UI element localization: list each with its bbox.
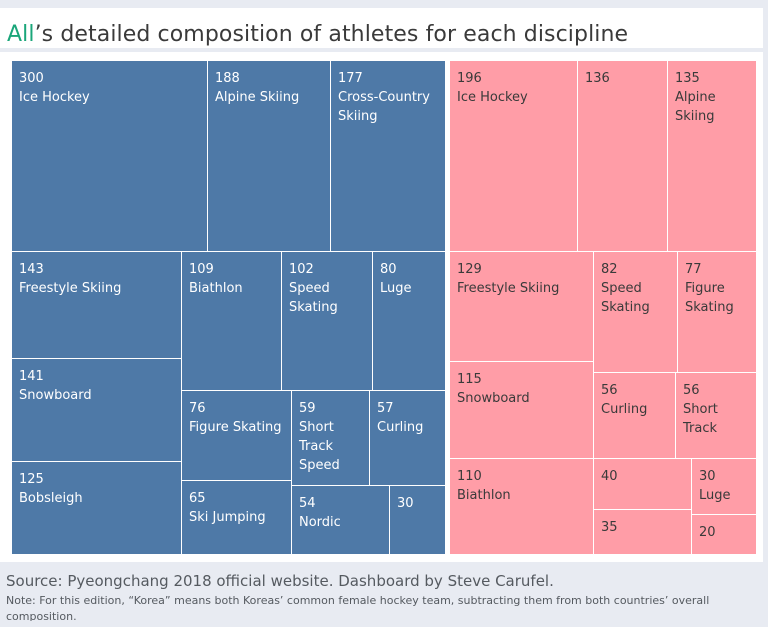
tile-value: 30 [397, 496, 414, 511]
tile-label: Alpine Skiing [215, 90, 300, 105]
chart-title: All’s detailed composition of athletes f… [7, 22, 628, 47]
treemap-tile[interactable]: 129 Freestyle Skiing [450, 252, 594, 362]
treemap-tile[interactable]: 40 [594, 459, 692, 510]
tile-value: 20 [699, 525, 716, 540]
treemap-tile[interactable]: 135 Alpine Skiing [668, 61, 757, 252]
treemap-tile[interactable]: 82 Speed Skating [594, 252, 678, 373]
treemap-tile[interactable]: 35 [594, 510, 692, 555]
tile-value: 77 [685, 262, 702, 277]
treemap-tile[interactable]: 57 Curling [370, 391, 446, 486]
treemap-tile[interactable]: 54 Nordic [292, 486, 390, 555]
tile-value: 136 [585, 71, 610, 86]
treemap-tile[interactable]: 59 Short Track Speed [292, 391, 370, 486]
tile-value: 135 [675, 71, 700, 86]
tile-label: Freestyle Skiing [19, 281, 122, 296]
tile-label: Bobsleigh [19, 491, 83, 506]
tile-label: Speed Skating [601, 281, 650, 315]
note-text: Note: For this edition, “Korea” means bo… [6, 594, 710, 621]
treemap-tile[interactable]: 76 Figure Skating [182, 391, 292, 481]
treemap-tile[interactable]: 20 [692, 515, 757, 555]
tile-label: Luge [380, 281, 412, 296]
tile-value: 102 [289, 262, 314, 277]
treemap-tile[interactable]: 115 Snowboard [450, 362, 594, 459]
title-highlight: All [7, 22, 35, 47]
tile-label: Nordic [299, 515, 341, 530]
title-bar: All’s detailed composition of athletes f… [0, 8, 763, 48]
tile-value: 56 [683, 383, 700, 398]
source-text: Source: Pyeongchang 2018 official websit… [6, 572, 554, 590]
tile-label: Figure Skating [685, 281, 734, 315]
tile-label: Speed Skating [289, 281, 338, 315]
tile-label: Snowboard [19, 388, 92, 403]
tile-value: 110 [457, 469, 482, 484]
tile-label: Curling [377, 420, 424, 435]
tile-value: 129 [457, 262, 482, 277]
treemap-tile[interactable]: 143 Freestyle Skiing [12, 252, 182, 359]
treemap-tile[interactable]: 77 Figure Skating [678, 252, 757, 373]
treemap-tile[interactable]: 30 [390, 486, 446, 555]
tile-value: 300 [19, 71, 44, 86]
tile-value: 80 [380, 262, 397, 277]
treemap-tile[interactable]: 125 Bobsleigh [12, 462, 182, 555]
tile-value: 40 [601, 469, 618, 484]
treemap-tile[interactable]: 56 Short Track [676, 373, 757, 459]
tile-label: Freestyle Skiing [457, 281, 560, 296]
tile-label: Cross-Country Skiing [338, 90, 430, 124]
treemap-tile[interactable]: 110 Biathlon [450, 459, 594, 555]
treemap-tile[interactable]: 30 Luge [692, 459, 757, 515]
tile-value: 56 [601, 383, 618, 398]
tile-value: 59 [299, 401, 316, 416]
treemap-tile[interactable]: 300 Ice Hockey [12, 61, 208, 252]
tile-label: Figure Skating [189, 420, 282, 435]
treemap-tile[interactable]: 65 Ski Jumping [182, 481, 292, 555]
tile-value: 30 [699, 469, 716, 484]
tile-value: 35 [601, 520, 618, 535]
treemap-tile[interactable]: 196 Ice Hockey [450, 61, 578, 252]
tile-label: Short Track [683, 402, 718, 436]
treemap-tile[interactable]: 56 Curling [594, 373, 676, 459]
treemap-panel: 300 Ice Hockey 188 Alpine Skiing 177 Cross-Co… [0, 52, 763, 562]
tile-value: 109 [189, 262, 214, 277]
tile-value: 177 [338, 71, 363, 86]
tile-value: 65 [189, 491, 206, 506]
tile-value: 196 [457, 71, 482, 86]
tile-value: 141 [19, 369, 44, 384]
tile-label: Luge [699, 488, 731, 503]
tile-value: 188 [215, 71, 240, 86]
tile-label: Curling [601, 402, 648, 417]
treemap-tile[interactable]: 141 Snowboard [12, 359, 182, 462]
tile-label: Ice Hockey [457, 90, 528, 105]
tile-value: 76 [189, 401, 206, 416]
tile-value: 54 [299, 496, 316, 511]
tile-label: Biathlon [457, 488, 511, 503]
tile-value: 125 [19, 472, 44, 487]
tile-value: 115 [457, 372, 482, 387]
treemap-tile[interactable]: 109 Biathlon [182, 252, 282, 391]
tile-value: 57 [377, 401, 394, 416]
tile-label: Short Track Speed [299, 420, 340, 473]
treemap-tile[interactable]: 188 Alpine Skiing [208, 61, 331, 252]
tile-value: 82 [601, 262, 618, 277]
treemap-tile[interactable]: 80 Luge [373, 252, 446, 391]
title-text: ’s detailed composition of athletes for … [34, 22, 629, 47]
tile-label: Ski Jumping [189, 510, 266, 525]
tile-label: Ice Hockey [19, 90, 90, 105]
treemap-tile[interactable]: 177 Cross-Country Skiing [331, 61, 446, 252]
treemap-tile[interactable]: 136 [578, 61, 668, 252]
tile-label: Alpine Skiing [675, 90, 716, 124]
tile-label: Snowboard [457, 391, 530, 406]
tile-value: 143 [19, 262, 44, 277]
treemap-tile[interactable]: 102 Speed Skating [282, 252, 373, 391]
tile-label: Biathlon [189, 281, 243, 296]
